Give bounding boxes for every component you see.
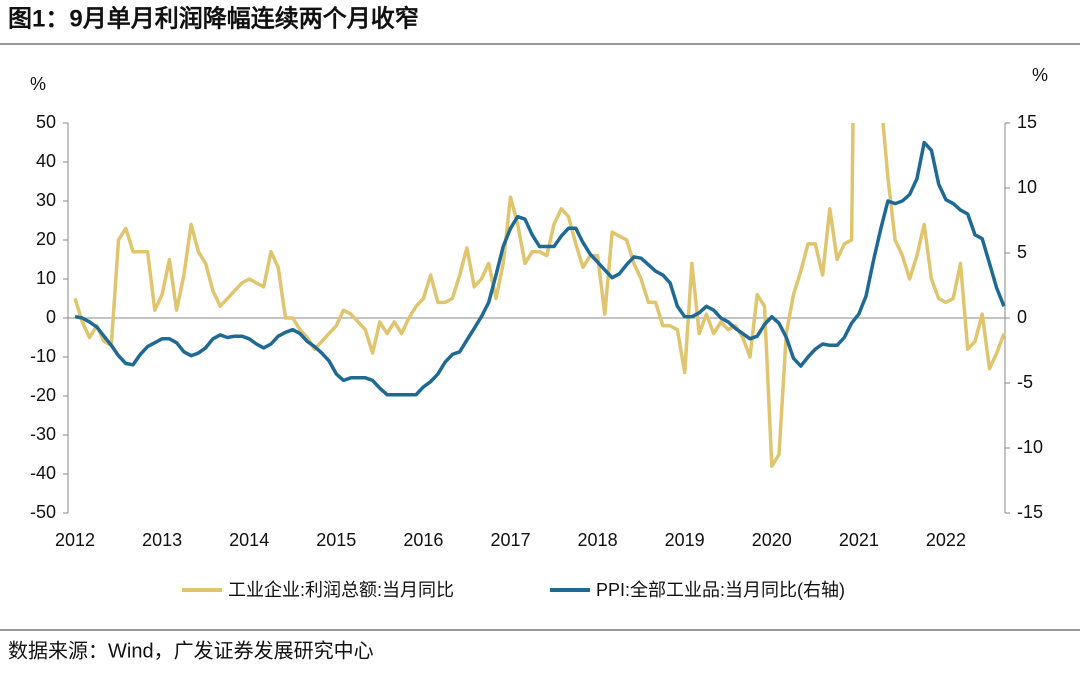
x-tick-label: 2014: [229, 530, 269, 550]
y-tick-label: -50: [30, 502, 56, 522]
y2-tick-label: -15: [1017, 502, 1043, 522]
source-note: 数据来源：Wind，广发证券发展研究中心: [8, 639, 374, 662]
y-tick-label: -30: [30, 424, 56, 444]
y2-axis-unit: %: [1032, 65, 1048, 85]
x-tick-label: 2013: [142, 530, 182, 550]
plot-area: [73, 123, 1006, 468]
x-tick-label: 2012: [55, 530, 95, 550]
legend-label: PPI:全部工业品:当月同比(右轴): [596, 580, 845, 600]
x-tick-label: 2015: [316, 530, 356, 550]
y-tick-label: -10: [30, 346, 56, 366]
y-tick-label: 30: [36, 190, 56, 210]
y-tick-label: -40: [30, 463, 56, 483]
x-tick-label: 2022: [926, 530, 966, 550]
y-tick-label: 10: [36, 268, 56, 288]
legend-label: 工业企业:利润总额:当月同比: [228, 580, 454, 600]
chart-title: 图1：9月单月利润降幅连续两个月收窄: [8, 4, 419, 32]
y2-tick-label: -5: [1017, 372, 1033, 392]
data-line: [74, 140, 1006, 397]
y2-tick-label: -10: [1017, 437, 1043, 457]
data-line: [73, 123, 1006, 468]
y-axis-unit: %: [30, 74, 46, 94]
x-tick-label: 2018: [578, 530, 618, 550]
y2-tick-label: 0: [1017, 307, 1027, 327]
y2-tick-label: 10: [1017, 177, 1037, 197]
x-tick-label: 2019: [665, 530, 705, 550]
y-tick-label: 20: [36, 229, 56, 249]
y-tick-label: 0: [46, 307, 56, 327]
y-tick-label: 40: [36, 151, 56, 171]
y2-tick-label: 15: [1017, 112, 1037, 132]
y2-tick-label: 5: [1017, 242, 1027, 262]
x-tick-label: 2021: [839, 530, 879, 550]
x-tick-label: 2016: [403, 530, 443, 550]
x-tick-label: 2017: [490, 530, 530, 550]
x-tick-label: 2020: [752, 530, 792, 550]
y-tick-label: -20: [30, 385, 56, 405]
y-tick-label: 50: [36, 112, 56, 132]
